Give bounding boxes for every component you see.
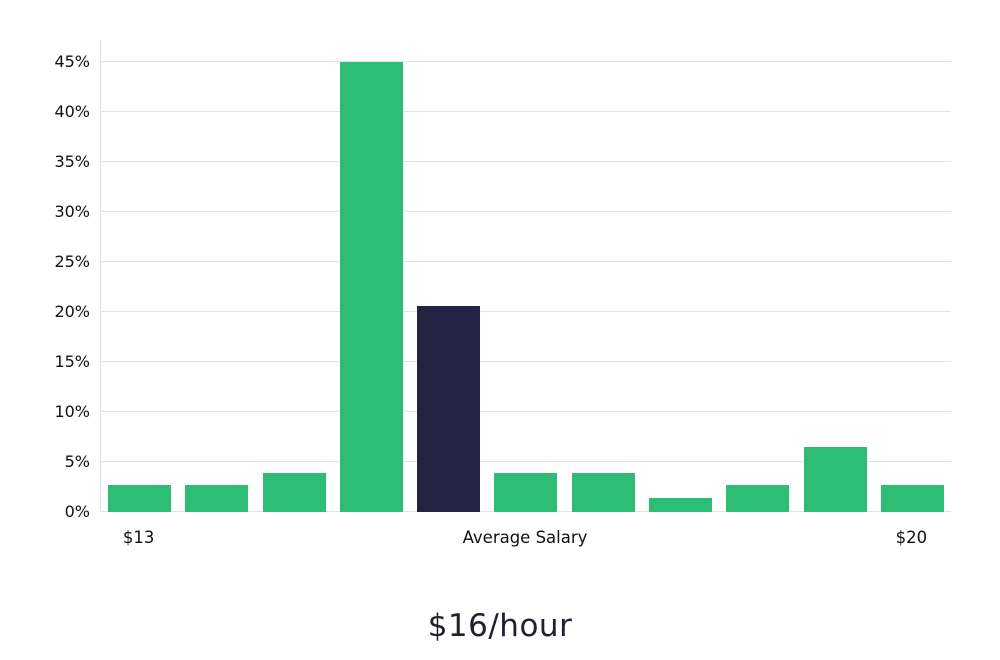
y-tick-label: 0% xyxy=(64,502,90,521)
gridline xyxy=(101,411,951,412)
y-tick-label: 25% xyxy=(54,252,90,271)
y-tick-label: 35% xyxy=(54,152,90,171)
chart-title: $16/hour xyxy=(427,608,573,644)
y-tick-label: 5% xyxy=(64,452,90,471)
y-tick-label: 40% xyxy=(54,102,90,121)
salary-bar xyxy=(726,485,790,512)
x-axis: $13 Average Salary $20 xyxy=(100,528,950,556)
y-tick-label: 45% xyxy=(54,52,90,71)
salary-bar xyxy=(262,473,326,512)
gridline xyxy=(101,311,951,312)
gridline xyxy=(101,461,951,462)
x-tick-label: $13 xyxy=(122,528,155,547)
salary-bar xyxy=(880,485,944,512)
salary-bar xyxy=(494,473,558,512)
average-salary-bar xyxy=(417,306,481,512)
gridline xyxy=(101,161,951,162)
bar-series xyxy=(101,40,951,512)
salary-bar xyxy=(339,62,403,512)
gridline xyxy=(101,61,951,62)
x-tick-label: $20 xyxy=(895,528,928,547)
salary-bar xyxy=(648,498,712,512)
y-tick-label: 20% xyxy=(54,302,90,321)
salary-bar xyxy=(571,473,635,512)
gridline xyxy=(101,211,951,212)
gridline xyxy=(101,111,951,112)
x-tick-label: Average Salary xyxy=(462,528,588,547)
y-tick-label: 10% xyxy=(54,402,90,421)
salary-bar xyxy=(108,485,172,512)
salary-bar xyxy=(185,485,249,512)
y-tick-label: 30% xyxy=(54,202,90,221)
y-tick-label: 15% xyxy=(54,352,90,371)
y-axis: 0% 5% 10% 15% 20% 25% 30% 35% 40% 45% xyxy=(0,40,90,521)
salary-bar xyxy=(803,447,867,512)
gridline xyxy=(101,261,951,262)
gridline xyxy=(101,361,951,362)
plot-area xyxy=(100,40,951,512)
